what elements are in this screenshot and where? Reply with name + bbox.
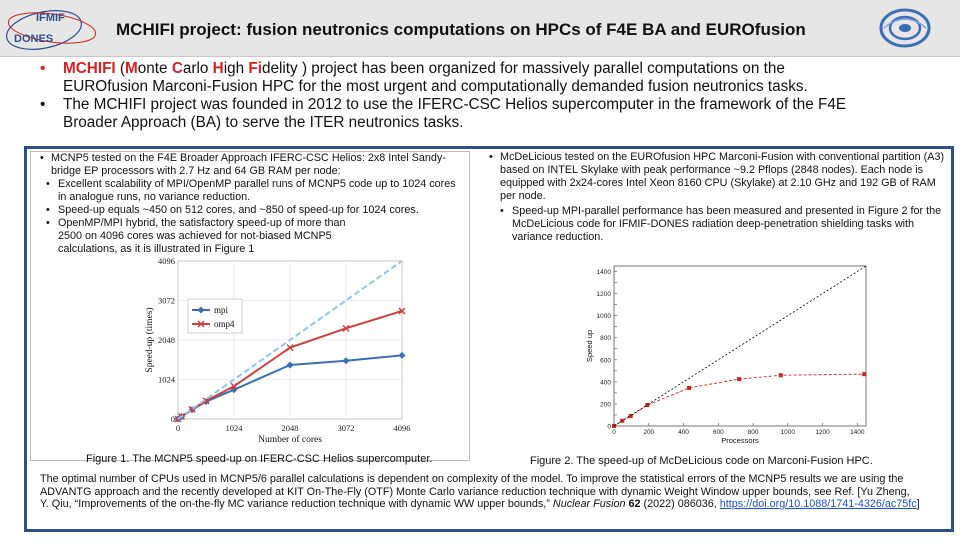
data-point [398, 351, 406, 359]
mcnp5-sub-item: • Speed-up equals ~450 on 512 cores, and … [46, 204, 419, 216]
data-point [286, 361, 294, 369]
slide-header: IFMIF DONES MCHIFI project: fusion neutr… [0, 0, 960, 57]
x-tick-label: 4096 [394, 423, 411, 433]
project-name: MCHIFI [63, 60, 116, 77]
x-tick-label: 600 [713, 429, 724, 436]
x-tick-label: 1024 [226, 423, 244, 433]
bullet-dot: • [40, 96, 46, 113]
y-tick-label: 1024 [158, 375, 176, 385]
data-point [230, 382, 238, 390]
y-tick-label: 3072 [158, 296, 175, 306]
mcdelicious-panel: • McDeLicious tested on the EUROfusion HP… [486, 151, 948, 471]
data-point [737, 377, 742, 382]
x-axis-label: Number of cores [258, 434, 322, 445]
y-tick-label: 2048 [158, 335, 175, 345]
intro-bullet-2: • The MCHIFI project was founded in 2012… [40, 96, 847, 131]
y-tick-label: 800 [600, 335, 611, 342]
mcdelicious-main-item: • McDeLicious tested on the EUROfusion HP… [489, 151, 945, 202]
x-tick-label: 0 [176, 423, 180, 433]
y-axis-label: Speed up [585, 330, 594, 362]
fusion-torus-logo [879, 8, 931, 48]
mcnp5-panel: • MCNP5 tested on the F4E Broader Approac… [30, 151, 470, 461]
y-tick-label: 1000 [597, 313, 612, 320]
data-point [778, 373, 783, 378]
x-tick-label: 0 [612, 429, 616, 436]
x-tick-label: 1400 [850, 429, 865, 436]
x-tick-label: 1000 [781, 429, 796, 436]
data-point [862, 372, 867, 377]
x-tick-label: 3072 [338, 423, 355, 433]
legend-label: omp4 [214, 319, 235, 329]
data-point [197, 306, 205, 314]
y-tick-label: 1400 [597, 269, 612, 276]
x-axis-label: Processors [721, 436, 759, 445]
mcdelicious-speedup-chart: 0 200 400 600 800 1000 1200 1400 0 200 400 600 800 10… [584, 258, 884, 450]
x-tick-label: 400 [678, 429, 689, 436]
x-tick-label: 2048 [282, 423, 299, 433]
x-tick-label: 800 [748, 429, 759, 436]
data-point [645, 403, 650, 408]
mcnp5-main-item: • MCNP5 tested on the F4E Broader Approac… [40, 152, 446, 177]
bullet-dot: • [40, 60, 46, 77]
y-tick-label: 400 [600, 379, 611, 386]
mcnp5-speedup-chart: 0 1024 2048 3072 4096 0 1024 2048 3072 4096 Number… [142, 255, 412, 447]
slide-title: MCHIFI project: fusion neutronics comput… [116, 20, 806, 39]
logo-text-top: IFMIF [36, 12, 65, 24]
ifmif-dones-logo: IFMIF DONES [6, 10, 97, 50]
intro-bullet-1: • MCHIFI (Monte Carlo High Fidelity ) pr… [40, 60, 808, 95]
doi-link[interactable]: https://doi.org/10.1088/1741-4326/ac75fc [719, 498, 917, 511]
data-point [342, 324, 350, 332]
y-tick-label: 200 [600, 401, 611, 408]
bottom-paragraph: The optimal number of CPUs used in MCNP5… [40, 473, 920, 511]
figure-2-caption: Figure 2. The speed-up of McDeLicious co… [530, 455, 873, 467]
data-point [286, 344, 294, 352]
y-tick-label: 1200 [597, 291, 612, 298]
x-tick-label: 1200 [815, 429, 830, 436]
y-tick-label: 4096 [158, 256, 175, 266]
legend-box [187, 298, 243, 334]
mcdelicious-sub-item: • Speed-up MPI-parallel performance has b… [500, 205, 942, 243]
mcnp5-sub-item: • OpenMP/MPI hybrid, the satisfactory spe… [46, 217, 346, 255]
x-tick-label: 200 [643, 429, 654, 436]
series-line [613, 373, 865, 427]
intro-bullets: • MCHIFI (Monte Carlo High Fidelity ) pr… [36, 60, 926, 132]
data-point [398, 307, 406, 315]
y-tick-label: 600 [600, 357, 611, 364]
y-tick-label: 0 [171, 414, 175, 424]
figure-1-caption: Figure 1. The MCNP5 speed-up on IFERC-CS… [86, 453, 433, 465]
data-point [687, 385, 692, 390]
data-point [628, 414, 633, 419]
y-axis-label: Speed-up (times) [144, 307, 155, 372]
mcnp5-sub-item: • Excellent scalability of MPI/OpenMP par… [46, 178, 456, 203]
y-tick-label: 0 [607, 424, 611, 431]
data-point [197, 320, 205, 328]
data-point [342, 357, 350, 365]
plot-area [613, 265, 867, 427]
series-line [177, 260, 403, 420]
legend-label: mpi [214, 305, 229, 315]
logo-text-bottom: DONES [14, 33, 53, 45]
series-line [613, 265, 867, 427]
